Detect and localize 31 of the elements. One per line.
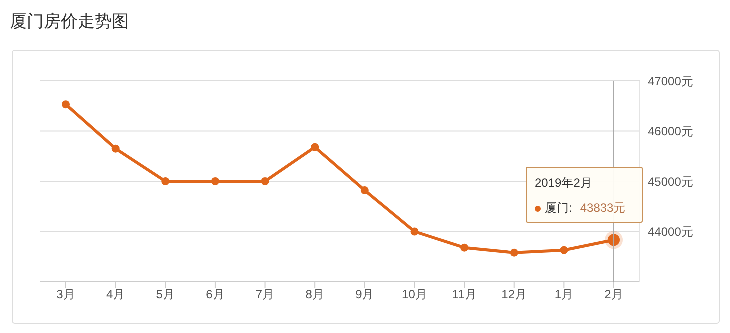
chart-title: 厦门房价走势图	[10, 11, 129, 33]
x-tick-label: 6月	[206, 288, 225, 302]
x-tick-label: 7月	[256, 288, 275, 302]
point	[112, 144, 120, 153]
x-tick-label: 11月	[452, 288, 477, 302]
x-tick-label: 1月	[554, 288, 574, 302]
point	[261, 178, 270, 186]
x-tick-label: 2月	[604, 288, 624, 302]
y-tick-label: 44000元	[648, 225, 694, 240]
x-tick-label: 8月	[306, 288, 324, 302]
data-label: 43833元	[580, 200, 626, 217]
annotation: 2019年2月	[535, 175, 594, 192]
x-tick-label: 4月	[106, 288, 126, 302]
x-tick-label: 12月	[502, 288, 528, 302]
x-tick-label: 3月	[56, 288, 76, 302]
point	[162, 178, 170, 186]
y-tick-label: 46000元	[648, 124, 694, 139]
y-tick-label: 47000元	[648, 74, 694, 88]
point	[560, 246, 568, 254]
point	[62, 100, 70, 109]
point	[311, 143, 320, 152]
x-tick-label: 9月	[356, 288, 374, 302]
x-tick-label: 10月	[402, 288, 428, 302]
point	[211, 178, 220, 186]
x-tick-label: 5月	[156, 288, 175, 302]
y-tick-label: 45000元	[648, 174, 694, 189]
point	[460, 244, 469, 252]
point	[510, 248, 518, 257]
point	[410, 228, 419, 236]
legend-label: 厦门:	[545, 200, 572, 217]
point	[360, 186, 369, 195]
